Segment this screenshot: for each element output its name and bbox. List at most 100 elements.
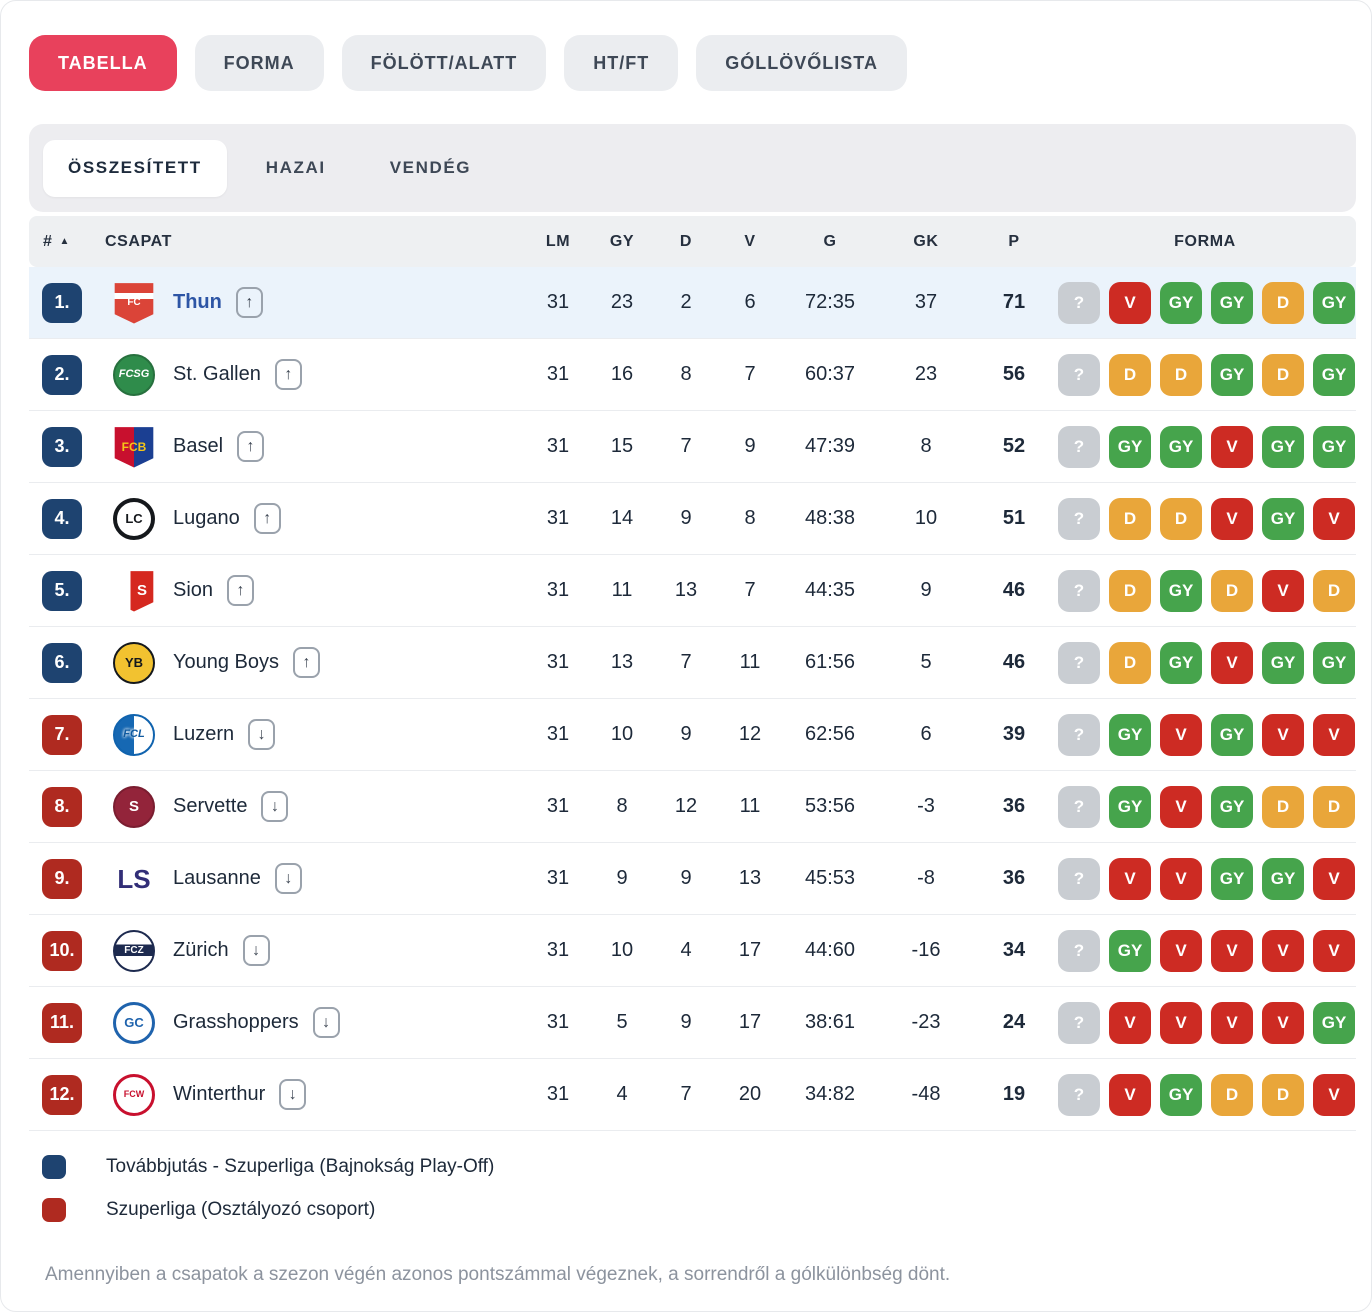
table-row[interactable]: 11. GC Grasshoppers ↓ 31 5 9 17 38:61 -2…: [29, 987, 1356, 1059]
form-result-badge[interactable]: D: [1160, 353, 1202, 396]
subtab-osszesitett[interactable]: ÖSSZESÍTETT: [43, 139, 227, 197]
form-result-badge[interactable]: GY: [1109, 425, 1151, 468]
form-result-badge[interactable]: GY: [1262, 857, 1304, 900]
table-row[interactable]: 7. FCL Luzern ↓ 31 10 9 12 62:56 6 39 ? G…: [29, 699, 1356, 771]
form-result-badge[interactable]: V: [1211, 929, 1253, 972]
form-upcoming-badge[interactable]: ?: [1058, 641, 1100, 684]
team-name[interactable]: Lugano: [173, 507, 240, 529]
form-result-badge[interactable]: V: [1160, 857, 1202, 900]
team-name[interactable]: Young Boys: [173, 651, 280, 673]
table-row[interactable]: 1. FC Thun ↑ 31 23 2 6 72:35 37 71 ? V GY G…: [29, 267, 1356, 339]
form-result-badge[interactable]: GY: [1160, 569, 1202, 612]
form-result-badge[interactable]: GY: [1160, 281, 1202, 324]
form-upcoming-badge[interactable]: ?: [1058, 281, 1100, 324]
form-result-badge[interactable]: GY: [1262, 641, 1304, 684]
form-result-badge[interactable]: D: [1262, 1073, 1304, 1116]
form-result-badge[interactable]: D: [1109, 569, 1151, 612]
table-row[interactable]: 12. FCW Winterthur ↓ 31 4 7 20 34:82 -48…: [29, 1059, 1356, 1131]
form-result-badge[interactable]: V: [1313, 713, 1355, 756]
form-result-badge[interactable]: GY: [1160, 1073, 1202, 1116]
form-result-badge[interactable]: GY: [1211, 785, 1253, 828]
table-row[interactable]: 8. S Servette ↓ 31 8 12 11 53:56 -3 36 ?…: [29, 771, 1356, 843]
form-upcoming-badge[interactable]: ?: [1058, 785, 1100, 828]
form-result-badge[interactable]: D: [1262, 353, 1304, 396]
form-result-badge[interactable]: V: [1313, 857, 1355, 900]
form-result-badge[interactable]: V: [1211, 1001, 1253, 1044]
header-v[interactable]: V: [744, 232, 756, 250]
team-name[interactable]: Servette: [173, 795, 248, 817]
team-name[interactable]: St. Gallen: [173, 363, 261, 385]
form-result-badge[interactable]: GY: [1262, 425, 1304, 468]
team-name[interactable]: Sion: [173, 579, 214, 601]
tab-gollovolista[interactable]: GÓLLÖVŐLISTA: [696, 35, 907, 91]
form-result-badge[interactable]: D: [1211, 569, 1253, 612]
form-upcoming-badge[interactable]: ?: [1058, 569, 1100, 612]
form-result-badge[interactable]: V: [1313, 1073, 1355, 1116]
form-result-badge[interactable]: GY: [1109, 929, 1151, 972]
form-upcoming-badge[interactable]: ?: [1058, 353, 1100, 396]
form-result-badge[interactable]: GY: [1211, 353, 1253, 396]
form-result-badge[interactable]: GY: [1211, 713, 1253, 756]
form-upcoming-badge[interactable]: ?: [1058, 1001, 1100, 1044]
subtab-vendeg[interactable]: VENDÉG: [365, 140, 496, 197]
form-result-badge[interactable]: V: [1160, 785, 1202, 828]
team-name[interactable]: Luzern: [173, 723, 235, 745]
form-result-badge[interactable]: V: [1262, 929, 1304, 972]
form-result-badge[interactable]: D: [1109, 353, 1151, 396]
header-gk[interactable]: GK: [913, 232, 939, 250]
form-result-badge[interactable]: D: [1109, 641, 1151, 684]
tab-forma[interactable]: FORMA: [194, 35, 324, 91]
form-result-badge[interactable]: GY: [1313, 641, 1355, 684]
header-gy[interactable]: GY: [609, 232, 635, 250]
form-result-badge[interactable]: V: [1313, 497, 1355, 540]
form-upcoming-badge[interactable]: ?: [1058, 713, 1100, 756]
form-result-badge[interactable]: V: [1313, 929, 1355, 972]
form-upcoming-badge[interactable]: ?: [1058, 497, 1100, 540]
header-p[interactable]: P: [1008, 232, 1020, 250]
table-row[interactable]: 4. LC Lugano ↑ 31 14 9 8 48:38 10 51 ? D D…: [29, 483, 1356, 555]
form-result-badge[interactable]: V: [1109, 281, 1151, 324]
form-result-badge[interactable]: V: [1211, 425, 1253, 468]
form-result-badge[interactable]: V: [1109, 1001, 1151, 1044]
form-upcoming-badge[interactable]: ?: [1058, 929, 1100, 972]
form-result-badge[interactable]: V: [1211, 641, 1253, 684]
header-g[interactable]: G: [823, 232, 837, 250]
team-name[interactable]: Grasshoppers: [173, 1011, 299, 1033]
form-result-badge[interactable]: D: [1211, 1073, 1253, 1116]
form-result-badge[interactable]: V: [1160, 713, 1202, 756]
team-name[interactable]: Zürich: [173, 939, 229, 961]
team-name[interactable]: Lausanne: [173, 867, 261, 889]
form-result-badge[interactable]: GY: [1109, 713, 1151, 756]
form-result-badge[interactable]: D: [1313, 785, 1355, 828]
tab-tabella[interactable]: TABELLA: [29, 35, 177, 91]
header-lm[interactable]: LM: [545, 232, 571, 250]
form-result-badge[interactable]: GY: [1160, 425, 1202, 468]
form-result-badge[interactable]: V: [1262, 569, 1304, 612]
table-row[interactable]: 5. S Sion ↑ 31 11 13 7 44:35 9 46 ? D GY D V…: [29, 555, 1356, 627]
header-d[interactable]: D: [679, 232, 693, 250]
table-row[interactable]: 3. FCB Basel ↑ 31 15 7 9 47:39 8 52 ? GY G…: [29, 411, 1356, 483]
form-result-badge[interactable]: GY: [1109, 785, 1151, 828]
team-name[interactable]: Winterthur: [173, 1083, 266, 1105]
team-name[interactable]: Basel: [173, 435, 224, 457]
table-row[interactable]: 10. FCZ Zürich ↓ 31 10 4 17 44:60 -16 34…: [29, 915, 1356, 987]
form-result-badge[interactable]: GY: [1160, 641, 1202, 684]
form-upcoming-badge[interactable]: ?: [1058, 425, 1100, 468]
subtab-hazai[interactable]: HAZAI: [241, 140, 351, 197]
form-result-badge[interactable]: D: [1262, 785, 1304, 828]
tab-ht-ft[interactable]: HT/FT: [564, 35, 679, 91]
form-result-badge[interactable]: D: [1262, 281, 1304, 324]
team-name[interactable]: Thun: [173, 291, 222, 313]
form-result-badge[interactable]: D: [1313, 569, 1355, 612]
form-upcoming-badge[interactable]: ?: [1058, 857, 1100, 900]
form-result-badge[interactable]: V: [1109, 857, 1151, 900]
form-result-badge[interactable]: V: [1262, 1001, 1304, 1044]
tab-folott-alatt[interactable]: FÖLÖTT/ALATT: [341, 35, 547, 91]
form-result-badge[interactable]: GY: [1262, 497, 1304, 540]
form-result-badge[interactable]: V: [1262, 713, 1304, 756]
header-team[interactable]: CSAPAT: [105, 232, 173, 250]
form-result-badge[interactable]: GY: [1313, 353, 1355, 396]
form-result-badge[interactable]: D: [1160, 497, 1202, 540]
form-result-badge[interactable]: V: [1160, 929, 1202, 972]
form-result-badge[interactable]: GY: [1313, 281, 1355, 324]
